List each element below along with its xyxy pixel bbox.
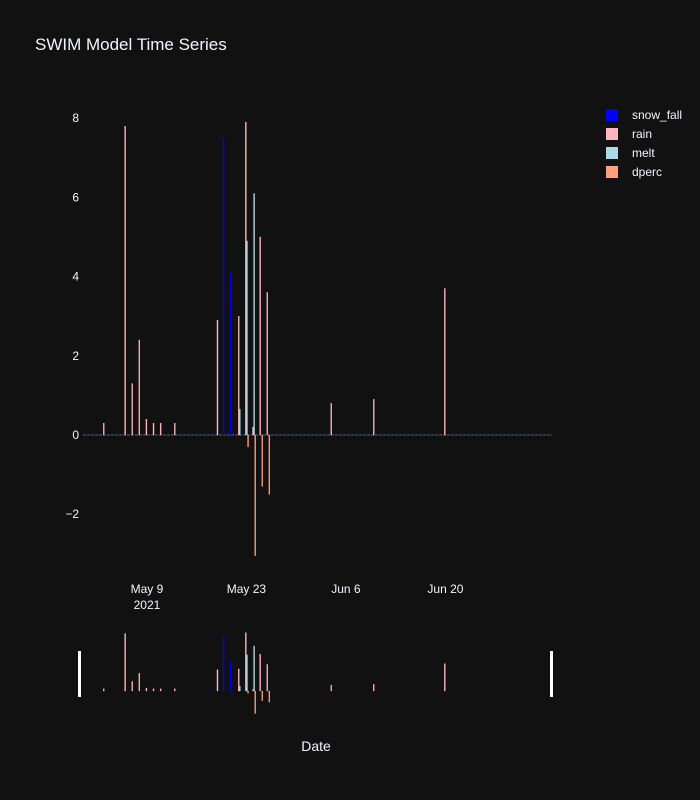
bar-rain (159, 422, 162, 436)
bar-snow_fall-mini (222, 635, 225, 692)
bar-snow_fall (229, 272, 232, 436)
bar-rain-mini (444, 663, 446, 692)
legend-label-snow_fall: snow_fall (632, 108, 682, 122)
bar-rain (259, 236, 261, 436)
bar-rain-mini (330, 684, 332, 692)
bar-melt (253, 193, 255, 436)
bar-rain-mini (174, 688, 176, 692)
bar-rain (238, 316, 240, 436)
bar-rain-mini (145, 687, 148, 692)
bar-dperc (247, 434, 249, 448)
x-tick-label: Jun 6 (331, 582, 361, 596)
bar-snow_fall-mini (229, 660, 232, 692)
x-axis-title: Date (301, 738, 331, 754)
range-slider-handle-right (550, 651, 553, 697)
bar-rain (124, 125, 126, 436)
y-tick-label: 4 (72, 270, 79, 284)
legend-swatch-melt (606, 147, 618, 159)
plot-area[interactable] (83, 122, 552, 556)
legend-label-dperc: dperc (632, 165, 662, 179)
bar-melt-mini (246, 654, 248, 692)
legend-label-melt: melt (632, 146, 655, 160)
chart-title: SWIM Model Time Series (35, 35, 227, 54)
range-slider-handle-left (78, 651, 81, 697)
bar-rain-mini (373, 684, 375, 692)
x-tick-label: Jun 20 (427, 582, 463, 596)
bar-rain-mini (103, 688, 105, 692)
bar-dperc-mini (268, 690, 271, 703)
bar-rain-mini (159, 688, 162, 692)
legend-label-rain: rain (632, 127, 652, 141)
bar-dperc (254, 434, 256, 556)
y-axis: −2 0 2 4 6 8 (65, 111, 79, 521)
bar-rain (245, 122, 247, 436)
x-axis: May 9 2021 May 23 Jun 6 Jun 20 (131, 582, 464, 612)
bar-rain-mini (238, 668, 240, 692)
y-tick-label: 8 (72, 111, 79, 125)
bar-rain (216, 320, 219, 436)
bar-rain (131, 383, 133, 436)
bar-rain (252, 426, 254, 436)
bar-rain (174, 422, 176, 436)
bar-rain (145, 419, 148, 436)
x-tick-label: May 9 (131, 582, 164, 596)
legend-swatch-rain (606, 128, 618, 140)
bar-rain-mini (131, 681, 133, 692)
bar-rain (138, 339, 140, 436)
y-tick-label: 0 (72, 428, 79, 442)
bar-rain-mini (152, 688, 155, 692)
bar-rain-mini (124, 633, 126, 692)
bar-rain (152, 422, 155, 436)
bar-rain-mini (259, 653, 261, 692)
bar-rain (266, 292, 268, 436)
x-tick-sublabel: 2021 (134, 598, 161, 612)
range-slider[interactable] (78, 632, 553, 714)
y-tick-label: 2 (72, 349, 79, 363)
y-tick-label: 6 (72, 190, 79, 204)
bar-rain-mini (216, 669, 219, 692)
bar-rain (330, 403, 332, 436)
bar-rain-mini (138, 673, 140, 692)
bar-dperc-mini (254, 690, 256, 714)
bar-rain (103, 422, 105, 436)
x-tick-label: May 23 (227, 582, 267, 596)
legend-swatch-dperc (606, 166, 618, 178)
bar-rain-mini (252, 689, 254, 692)
bar-dperc (268, 434, 271, 495)
bar-dperc-mini (261, 690, 263, 701)
bar-dperc (261, 434, 263, 487)
bar-rain (373, 399, 375, 436)
bar-dperc-mini (247, 690, 249, 694)
legend-swatch-snow_fall (606, 109, 618, 121)
bar-melt-mini (253, 645, 255, 692)
bar-rain (444, 288, 446, 436)
bar-rain-mini (245, 632, 247, 692)
bar-rain-mini (266, 664, 268, 692)
bar-melt-mini (239, 686, 241, 692)
bar-snow_fall (222, 137, 225, 436)
bar-melt (246, 240, 248, 436)
y-tick-label: −2 (65, 507, 79, 521)
bar-melt (239, 409, 241, 436)
